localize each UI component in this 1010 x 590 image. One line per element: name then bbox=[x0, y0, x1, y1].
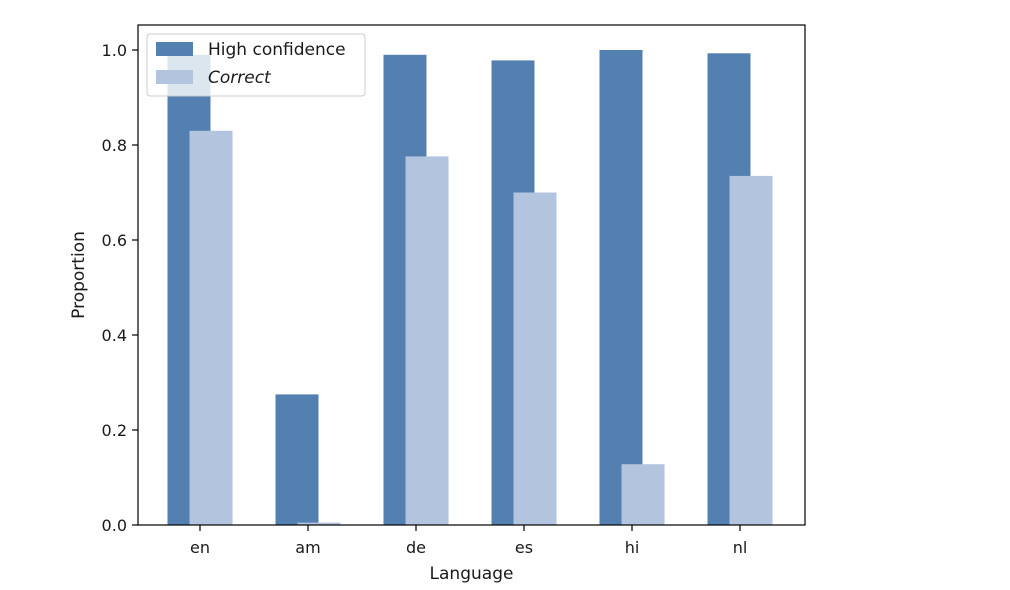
legend: High confidence Correct bbox=[146, 33, 366, 97]
y-tick-label: 1.0 bbox=[102, 41, 127, 60]
y-axis: 0.0 0.2 0.4 0.6 0.8 1.0 bbox=[102, 41, 138, 535]
legend-box bbox=[146, 33, 366, 97]
bar-correct-hi bbox=[621, 464, 665, 525]
legend-label-correct: Correct bbox=[208, 68, 272, 88]
x-tick-label-en: en bbox=[190, 538, 210, 557]
plot-area bbox=[138, 25, 805, 525]
bar-correct-de bbox=[405, 156, 449, 525]
x-tick-label-de: de bbox=[406, 538, 426, 557]
x-axis-title: Language bbox=[430, 564, 514, 584]
y-tick-label: 0.2 bbox=[102, 421, 127, 440]
bar-correct-en bbox=[189, 130, 233, 526]
plot-frame bbox=[137, 24, 806, 526]
legend-label-high-confidence: High confidence bbox=[208, 40, 346, 60]
x-tick-label-nl: nl bbox=[733, 538, 748, 557]
x-tick-label-es: es bbox=[515, 538, 533, 557]
x-tick-label-am: am bbox=[295, 538, 320, 557]
y-tick-label: 0.4 bbox=[102, 326, 127, 345]
bar-high-confidence-hi bbox=[599, 50, 643, 525]
bars-layer bbox=[167, 50, 773, 526]
bar-high-confidence-am bbox=[275, 394, 319, 525]
bar-correct-am bbox=[297, 522, 341, 525]
x-tick-label-hi: hi bbox=[625, 538, 640, 557]
legend-swatch-high-confidence bbox=[156, 42, 193, 56]
x-axis: en am de es hi nl bbox=[190, 525, 747, 557]
bar-correct-es bbox=[513, 192, 557, 525]
y-tick-label: 0.0 bbox=[102, 516, 127, 535]
bar-correct-nl bbox=[729, 175, 773, 525]
y-tick-label: 0.8 bbox=[102, 136, 127, 155]
legend-swatch-correct bbox=[156, 70, 193, 84]
y-tick-label: 0.6 bbox=[102, 231, 127, 250]
y-axis-title: Proportion bbox=[69, 231, 89, 319]
